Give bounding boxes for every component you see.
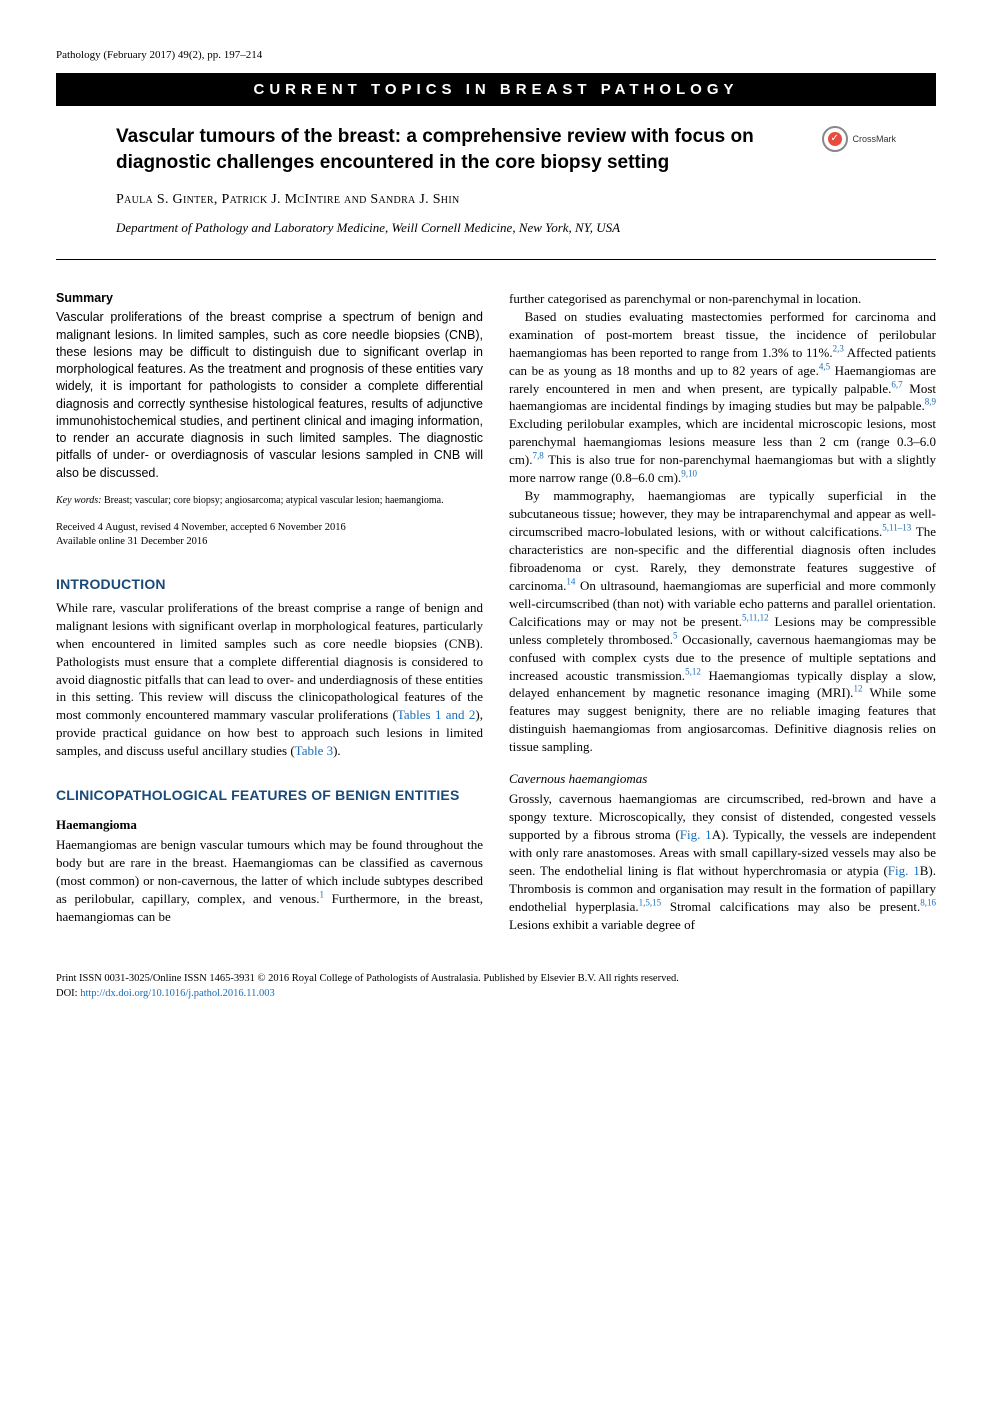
summary-text: Vascular proliferations of the breast co… [56, 309, 483, 482]
intro-paragraph: While rare, vascular proliferations of t… [56, 599, 483, 760]
body-paragraph: By mammography, haemangiomas are typical… [509, 487, 936, 756]
crossmark-label: CrossMark [852, 133, 896, 146]
text-run: ). [333, 743, 341, 758]
text-run: While rare, vascular proliferations of t… [56, 600, 483, 723]
copyright-line: Print ISSN 0031-3025/Online ISSN 1465-39… [56, 972, 936, 987]
fig-1b-link[interactable]: Fig. 1 [888, 863, 920, 878]
text-run: Stromal calcifications may also be prese… [661, 899, 920, 914]
citation-5-11-12[interactable]: 5,11,12 [742, 612, 769, 622]
citation-5-12[interactable]: 5,12 [685, 666, 701, 676]
text-run: By mammography, haemangiomas are typical… [509, 488, 936, 539]
two-column-layout: Summary Vascular proliferations of the b… [56, 290, 936, 934]
text-run: Lesions exhibit a variable degree of [509, 917, 695, 932]
received-line-2: Available online 31 December 2016 [56, 535, 483, 549]
citation-2-3[interactable]: 2,3 [833, 343, 844, 353]
summary-heading: Summary [56, 290, 483, 308]
horizontal-rule [56, 259, 936, 260]
haemangioma-heading: Haemangioma [56, 816, 483, 834]
citation-5-11-13[interactable]: 5,11–13 [882, 523, 911, 533]
citation-1-5-15[interactable]: 1,5,15 [639, 898, 662, 908]
citation-4-5[interactable]: 4,5 [819, 361, 830, 371]
cavernous-heading: Cavernous haemangiomas [509, 770, 936, 788]
section-banner: CURRENT TOPICS IN BREAST PATHOLOGY [56, 73, 936, 106]
right-column: further categorised as parenchymal or no… [509, 290, 936, 934]
haemangioma-paragraph: Haemangiomas are benign vascular tumours… [56, 836, 483, 926]
citation-9-10[interactable]: 9,10 [681, 469, 697, 479]
keywords-label: Key words: [56, 495, 101, 506]
authors: Paula S. Ginter, Patrick J. McIntire and… [56, 176, 936, 210]
affiliation: Department of Pathology and Laboratory M… [56, 209, 936, 237]
journal-header: Pathology (February 2017) 49(2), pp. 197… [56, 48, 936, 63]
text-run: This is also true for non-parenchymal ha… [509, 452, 936, 485]
crossmark-icon [822, 126, 848, 152]
page-footer: Print ISSN 0031-3025/Online ISSN 1465-39… [56, 972, 936, 1001]
tables-1-2-link[interactable]: Tables 1 and 2 [397, 707, 476, 722]
doi-label: DOI: [56, 988, 80, 999]
intro-heading: INTRODUCTION [56, 575, 483, 595]
body-paragraph: further categorised as parenchymal or no… [509, 290, 936, 308]
citation-8-9[interactable]: 8,9 [925, 397, 936, 407]
clinicopathological-heading: CLINICOPATHOLOGICAL FEATURES OF BENIGN E… [56, 786, 483, 806]
body-paragraph: Based on studies evaluating mastectomies… [509, 308, 936, 487]
doi-line: DOI: http://dx.doi.org/10.1016/j.pathol.… [56, 987, 936, 1002]
keywords: Key words: Breast; vascular; core biopsy… [56, 494, 483, 507]
citation-6-7[interactable]: 6,7 [891, 379, 902, 389]
keywords-text: Breast; vascular; core biopsy; angiosarc… [101, 495, 443, 506]
received-line-1: Received 4 August, revised 4 November, a… [56, 521, 483, 535]
article-title: Vascular tumours of the breast: a compre… [116, 124, 822, 175]
crossmark-link[interactable]: CrossMark [822, 126, 896, 152]
title-row: Vascular tumours of the breast: a compre… [56, 124, 936, 175]
fig-1a-link[interactable]: Fig. 1 [680, 827, 712, 842]
table-3-link[interactable]: Table 3 [295, 743, 333, 758]
citation-7-8[interactable]: 7,8 [532, 451, 543, 461]
received-block: Received 4 August, revised 4 November, a… [56, 521, 483, 549]
left-column: Summary Vascular proliferations of the b… [56, 290, 483, 934]
doi-link[interactable]: http://dx.doi.org/10.1016/j.pathol.2016.… [80, 988, 275, 999]
cavernous-paragraph: Grossly, cavernous haemangiomas are circ… [509, 790, 936, 934]
citation-8-16[interactable]: 8,16 [920, 898, 936, 908]
